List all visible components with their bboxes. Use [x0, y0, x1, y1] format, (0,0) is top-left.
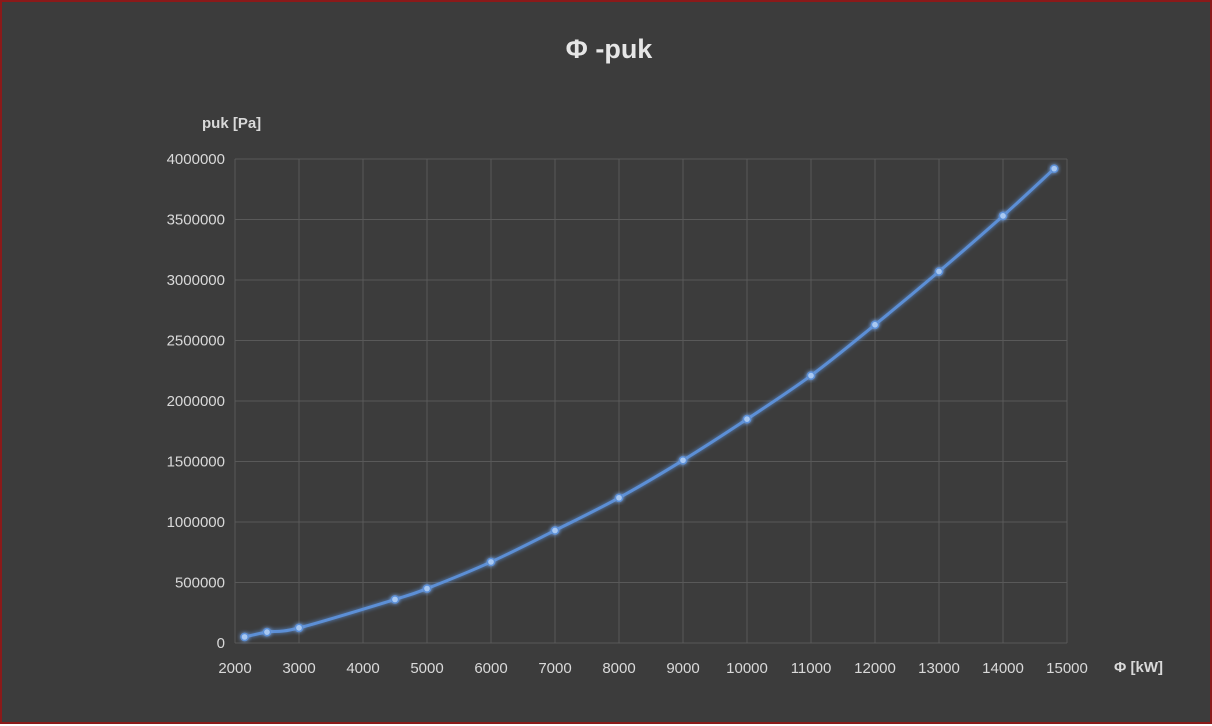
data-point — [422, 584, 432, 593]
data-point — [1049, 164, 1059, 174]
y-tick-label: 2500000 — [167, 333, 225, 350]
x-tick-label: 2000 — [218, 660, 251, 677]
data-point — [550, 526, 560, 535]
x-tick-label: 9000 — [666, 660, 699, 677]
data-point — [870, 320, 880, 330]
x-tick-label: 6000 — [474, 660, 507, 677]
y-axis-title: puk [Pa] — [202, 115, 261, 132]
x-tick-label: 4000 — [346, 660, 379, 677]
data-point — [262, 627, 272, 637]
x-tick-label: 8000 — [602, 660, 635, 677]
y-tick-label: 2000000 — [167, 393, 225, 410]
y-tick-label: 1000000 — [167, 514, 225, 531]
data-point — [486, 557, 496, 567]
x-tick-label: 11000 — [791, 660, 832, 677]
data-point — [614, 493, 624, 503]
x-tick-label: 10000 — [726, 660, 768, 677]
y-tick-label: 3500000 — [167, 212, 225, 229]
y-tick-label: 4000000 — [167, 151, 225, 168]
x-tick-label: 15000 — [1046, 660, 1088, 677]
x-tick-label: 14000 — [982, 660, 1024, 677]
data-point — [678, 455, 688, 465]
data-point — [742, 414, 752, 424]
series-line — [244, 167, 1056, 639]
x-axis-title: Φ [kW] — [1114, 659, 1163, 676]
y-axis-ticks: 0 500000 1000000 1500000 2000000 2500000 30000… — [167, 151, 225, 652]
y-tick-label: 500000 — [175, 575, 225, 592]
x-tick-label: 7000 — [538, 660, 571, 677]
y-tick-label: 3000000 — [167, 272, 225, 289]
data-point — [934, 267, 944, 276]
data-point — [240, 632, 249, 642]
y-tick-label: 1500000 — [167, 454, 225, 471]
x-tick-label: 3000 — [282, 660, 315, 677]
data-point — [390, 595, 400, 604]
x-tick-label: 12000 — [854, 660, 896, 677]
x-tick-label: 13000 — [918, 660, 960, 677]
data-point — [998, 211, 1008, 221]
x-tick-label: 5000 — [410, 660, 443, 677]
data-points — [240, 164, 1059, 642]
data-point — [806, 371, 816, 380]
chart-title: Φ -puk — [566, 34, 654, 64]
grid — [234, 158, 1068, 644]
y-tick-label: 0 — [217, 635, 225, 652]
data-point — [294, 623, 304, 633]
x-axis-ticks: 2000 3000 4000 5000 6000 7000 8000 9000 10000 110… — [218, 660, 1088, 677]
